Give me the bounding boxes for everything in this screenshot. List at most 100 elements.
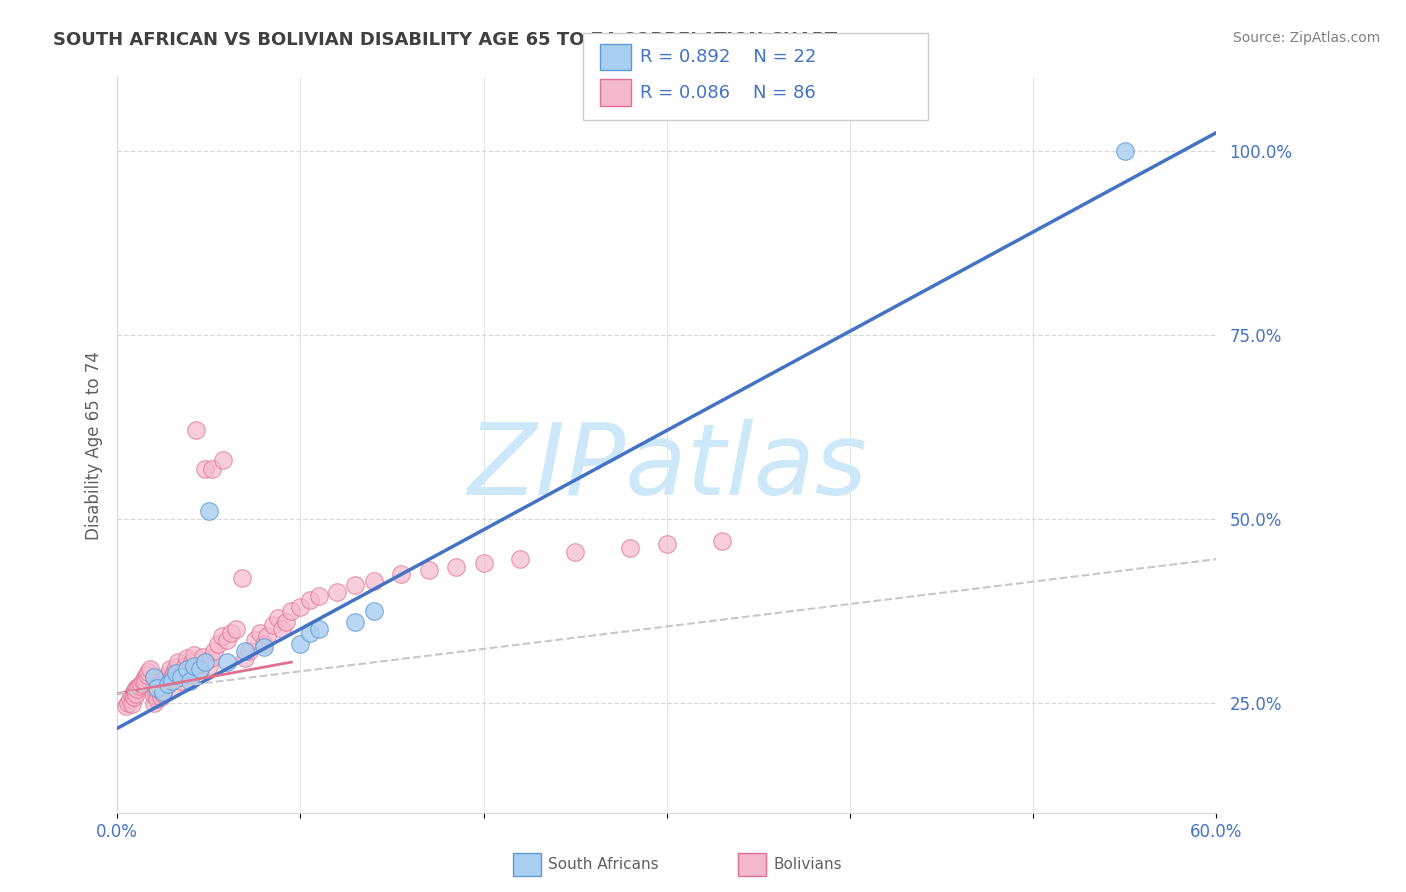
Point — [326, 585, 349, 599]
Point — [363, 574, 385, 589]
Point — [118, 692, 141, 706]
Point — [170, 673, 193, 688]
Point — [253, 640, 276, 655]
Point — [146, 681, 169, 695]
Point — [152, 675, 174, 690]
Point — [142, 688, 165, 702]
Point — [444, 559, 467, 574]
Point — [115, 699, 138, 714]
Point — [121, 688, 143, 702]
Point — [290, 599, 312, 614]
Text: SOUTH AFRICAN VS BOLIVIAN DISABILITY AGE 65 TO 74 CORRELATION CHART: SOUTH AFRICAN VS BOLIVIAN DISABILITY AGE… — [53, 31, 838, 49]
Point — [235, 644, 257, 658]
Point — [121, 697, 143, 711]
Point — [193, 650, 215, 665]
Point — [344, 615, 367, 629]
Text: Source: ZipAtlas.com: Source: ZipAtlas.com — [1233, 31, 1381, 45]
Point — [124, 687, 146, 701]
Point — [172, 665, 194, 679]
Point — [124, 681, 146, 695]
Point — [170, 670, 193, 684]
Point — [298, 592, 321, 607]
Text: Bolivians: Bolivians — [773, 857, 842, 871]
Point — [159, 663, 181, 677]
Point — [127, 682, 149, 697]
Point — [1114, 144, 1136, 158]
Text: R = 0.892    N = 22: R = 0.892 N = 22 — [640, 48, 815, 66]
Point — [183, 648, 205, 662]
Point — [308, 622, 330, 636]
Point — [274, 615, 297, 629]
Point — [655, 537, 678, 551]
Point — [231, 570, 253, 584]
Point — [163, 666, 186, 681]
Point — [194, 461, 217, 475]
Point — [194, 655, 217, 669]
Point — [174, 658, 197, 673]
Point — [148, 680, 170, 694]
Point — [179, 667, 201, 681]
Point — [150, 690, 173, 704]
Point — [344, 578, 367, 592]
Point — [129, 677, 152, 691]
Point — [135, 667, 157, 681]
Point — [134, 670, 156, 684]
Point — [153, 672, 176, 686]
Point — [217, 655, 239, 669]
Point — [253, 637, 276, 651]
Point — [418, 563, 440, 577]
Point — [179, 673, 201, 688]
Point — [256, 629, 278, 643]
Point — [249, 625, 271, 640]
Point — [211, 629, 233, 643]
Point — [122, 690, 145, 704]
Point — [710, 533, 733, 548]
Point — [225, 622, 247, 636]
Point — [308, 589, 330, 603]
Point — [238, 644, 260, 658]
Point — [166, 655, 188, 669]
Point — [152, 684, 174, 698]
Point — [389, 566, 412, 581]
Point — [219, 625, 242, 640]
Point — [132, 673, 155, 688]
Text: South Africans: South Africans — [548, 857, 659, 871]
Point — [188, 663, 211, 677]
Point — [472, 556, 495, 570]
Point — [188, 663, 211, 677]
Text: R = 0.086    N = 86: R = 0.086 N = 86 — [640, 84, 815, 102]
Point — [181, 655, 204, 669]
Point — [157, 677, 180, 691]
Point — [157, 677, 180, 691]
Point — [160, 681, 183, 695]
Point — [217, 633, 239, 648]
Point — [619, 541, 641, 556]
Point — [201, 461, 224, 475]
Point — [207, 637, 229, 651]
Point — [176, 663, 198, 677]
Point — [160, 673, 183, 688]
Point — [128, 680, 150, 694]
Point — [271, 622, 294, 636]
Point — [122, 684, 145, 698]
Point — [197, 658, 219, 673]
Point — [298, 625, 321, 640]
Point — [235, 651, 257, 665]
Point — [145, 684, 167, 698]
Point — [267, 611, 290, 625]
Point — [280, 604, 302, 618]
Point — [243, 633, 266, 648]
Point — [179, 660, 201, 674]
Point — [136, 665, 159, 679]
Point — [290, 637, 312, 651]
Point — [117, 696, 139, 710]
Point — [134, 675, 156, 690]
Point — [262, 618, 284, 632]
Text: ZIPatlas: ZIPatlas — [467, 418, 866, 516]
Point — [212, 453, 235, 467]
Point — [152, 687, 174, 701]
Point — [509, 552, 531, 566]
Point — [200, 651, 222, 665]
Point — [142, 670, 165, 684]
Y-axis label: Disability Age 65 to 74: Disability Age 65 to 74 — [86, 351, 103, 540]
